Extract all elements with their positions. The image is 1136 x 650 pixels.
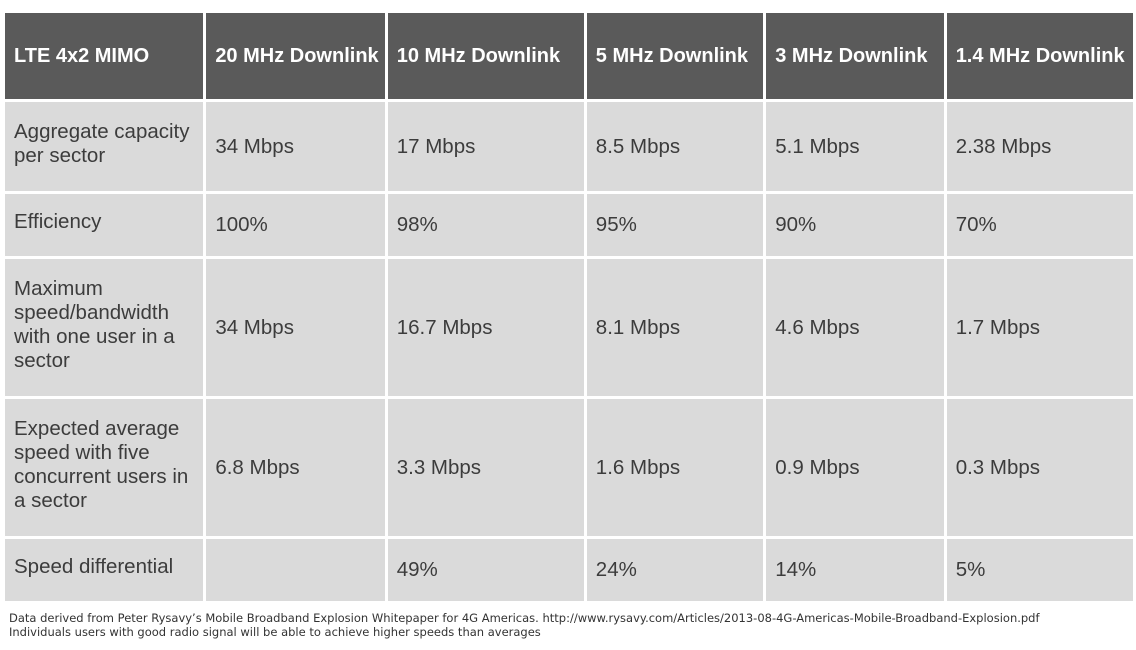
table-row: Efficiency 100% 98% 95% 90% 70% bbox=[5, 194, 1133, 256]
table-row: Speed differential 49% 24% 14% 5% bbox=[5, 539, 1133, 601]
header-row: LTE 4x2 MIMO 20 MHz Downlink 10 MHz Down… bbox=[5, 13, 1133, 99]
table-cell: 24% bbox=[586, 539, 764, 601]
header-cell-1-4mhz: 1.4 MHz Downlink bbox=[946, 13, 1133, 99]
table-cell: 14% bbox=[766, 539, 944, 601]
row-label: Efficiency bbox=[5, 194, 204, 256]
table-cell: 8.5 Mbps bbox=[586, 102, 764, 191]
table-cell: 8.1 Mbps bbox=[586, 259, 764, 396]
table-cell: 16.7 Mbps bbox=[387, 259, 584, 396]
table-row: Aggregate capacity per sector 34 Mbps 17… bbox=[5, 102, 1133, 191]
table-cell: 95% bbox=[586, 194, 764, 256]
table-cell: 6.8 Mbps bbox=[206, 399, 385, 536]
table-cell: 70% bbox=[946, 194, 1133, 256]
table-cell: 4.6 Mbps bbox=[766, 259, 944, 396]
header-cell-config: LTE 4x2 MIMO bbox=[5, 13, 204, 99]
source-footnote: Data derived from Peter Rysavy’s Mobile … bbox=[9, 611, 1040, 625]
header-cell-5mhz: 5 MHz Downlink bbox=[586, 13, 764, 99]
table-cell: 90% bbox=[766, 194, 944, 256]
table-cell: 5% bbox=[946, 539, 1133, 601]
table-row: Maximum speed/bandwidth with one user in… bbox=[5, 259, 1133, 396]
table-cell: 17 Mbps bbox=[387, 102, 584, 191]
disclaimer-footnote: Individuals users with good radio signal… bbox=[9, 625, 541, 639]
table-cell: 5.1 Mbps bbox=[766, 102, 944, 191]
row-label: Maximum speed/bandwidth with one user in… bbox=[5, 259, 204, 396]
table-cell: 34 Mbps bbox=[206, 102, 385, 191]
table-cell: 100% bbox=[206, 194, 385, 256]
header-cell-3mhz: 3 MHz Downlink bbox=[766, 13, 944, 99]
table-cell: 0.9 Mbps bbox=[766, 399, 944, 536]
row-label: Expected average speed with five concurr… bbox=[5, 399, 204, 536]
table-cell: 1.7 Mbps bbox=[946, 259, 1133, 396]
row-label: Aggregate capacity per sector bbox=[5, 102, 204, 191]
table-cell: 1.6 Mbps bbox=[586, 399, 764, 536]
table-row: Expected average speed with five concurr… bbox=[5, 399, 1133, 536]
table-cell bbox=[206, 539, 385, 601]
table-cell: 34 Mbps bbox=[206, 259, 385, 396]
row-label: Speed differential bbox=[5, 539, 204, 601]
table-cell: 3.3 Mbps bbox=[387, 399, 584, 536]
table-cell: 98% bbox=[387, 194, 584, 256]
header-cell-20mhz: 20 MHz Downlink bbox=[206, 13, 385, 99]
table-cell: 0.3 Mbps bbox=[946, 399, 1133, 536]
header-cell-10mhz: 10 MHz Downlink bbox=[387, 13, 584, 99]
table-cell: 49% bbox=[387, 539, 584, 601]
lte-comparison-table: LTE 4x2 MIMO 20 MHz Downlink 10 MHz Down… bbox=[2, 10, 1136, 604]
table-cell: 2.38 Mbps bbox=[946, 102, 1133, 191]
